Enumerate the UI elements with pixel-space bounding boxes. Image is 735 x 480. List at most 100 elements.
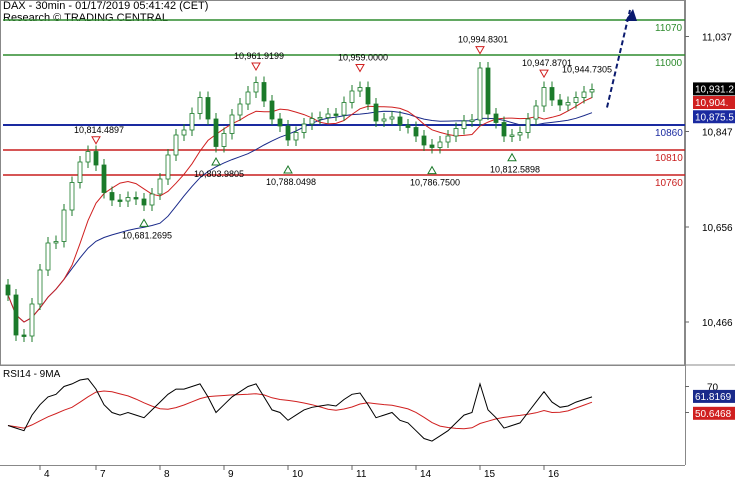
candle-body [461, 120, 467, 129]
candle-body [573, 97, 579, 103]
candle-body [245, 91, 251, 105]
swing-low-marker [507, 152, 517, 162]
candle-body [509, 134, 515, 137]
candle-body [541, 87, 547, 107]
candle-body [173, 134, 179, 156]
candle-body [533, 105, 539, 120]
time-tick-label: 7 [100, 469, 106, 480]
candle-body [405, 124, 411, 128]
candle-body [253, 82, 259, 93]
candle-body [69, 182, 75, 211]
candle-body [37, 269, 43, 305]
annotation-label: 10,788.0498 [266, 177, 316, 187]
candle-body [317, 117, 323, 120]
candle-body [269, 100, 275, 120]
candle-body [53, 241, 59, 244]
candle-body [565, 102, 571, 106]
candle-body [469, 119, 475, 122]
time-tick-label: 11 [356, 469, 367, 480]
candle-body [213, 118, 219, 147]
level-label-10760: 10760 [655, 178, 683, 189]
rsi-line [7, 378, 593, 442]
candle-body [93, 151, 99, 166]
price-tick-label: 10,847 [702, 128, 733, 139]
rsi-value-tag-bg [693, 389, 735, 403]
price-tag-bg [693, 82, 735, 96]
rsi-ma-line [7, 390, 593, 430]
price-tag-label: 10,904. [695, 98, 728, 109]
time-tick-label: 10 [292, 469, 304, 480]
candle-body [221, 133, 227, 147]
annotation-label: 10,994.8301 [458, 35, 508, 45]
swing-high-marker [91, 136, 101, 145]
candle-body [21, 334, 27, 337]
time-tick-label: 9 [228, 469, 234, 480]
annotation-label: 10,803.9805 [194, 169, 244, 179]
candle-body [389, 116, 395, 120]
level-label-10810: 10810 [655, 153, 683, 164]
candle-body [501, 122, 507, 137]
annotation-label: 10,786.7500 [410, 178, 460, 188]
candle-body [549, 87, 555, 101]
rsi-ma-tag: 50.6468 [695, 409, 732, 420]
candle-body [445, 135, 451, 143]
candle-body [365, 87, 371, 105]
candle-body [133, 197, 139, 200]
candle-body [125, 197, 131, 202]
candle-body [277, 118, 283, 127]
candle-body [397, 116, 403, 126]
candle-body [205, 97, 211, 120]
candle-body [477, 67, 483, 121]
price-tag-label: 10,875.5 [695, 112, 734, 123]
candle-body [429, 144, 435, 148]
candle-body [357, 87, 363, 92]
rsi-ma-tag-bg [693, 406, 735, 420]
candle-body [45, 242, 51, 271]
candle-body [165, 154, 171, 180]
candle-body [381, 118, 387, 122]
candle-body [517, 132, 523, 136]
rsi-tick-label: 70 [707, 383, 719, 394]
candle-body [453, 128, 459, 137]
swing-high-marker [251, 62, 261, 72]
swing-high-marker [475, 46, 485, 55]
candle-body [421, 135, 427, 146]
candle-body [109, 192, 115, 201]
annotation-label: 10,681.2695 [122, 230, 172, 240]
candle-body [485, 67, 491, 115]
candle-body [581, 91, 587, 98]
candles [5, 62, 595, 342]
candle-body [29, 303, 35, 337]
candle-body [493, 113, 499, 123]
candle-body [413, 127, 419, 137]
candle-body [5, 284, 11, 296]
level-label-11000: 11000 [655, 58, 683, 69]
candle-body [85, 151, 91, 163]
swing-low-marker [427, 165, 437, 175]
candle-body [157, 178, 163, 195]
candle-body [117, 199, 123, 202]
price-tag-bg [693, 110, 735, 124]
candle-body [101, 164, 107, 193]
candle-body [333, 113, 339, 116]
swing-low-marker [139, 218, 149, 227]
price-tick-label: 11,037 [702, 33, 732, 44]
level-label-10860: 10860 [655, 128, 683, 139]
price-tick-label: 10,466 [702, 318, 733, 329]
candle-body [141, 198, 147, 206]
candle-body [77, 161, 83, 183]
price-tick-label: 10,656 [702, 223, 733, 234]
chart-title: DAX - 30min - 01/17/2019 05:41:42 (CET) [3, 0, 209, 12]
price-tag-bg [693, 96, 735, 109]
annotation-label: 10,959.0000 [338, 53, 388, 63]
swing-low-marker [283, 164, 293, 174]
chart-subtitle: Research © TRADING CENTRAL [3, 12, 168, 24]
candle-body [373, 103, 379, 122]
price-tag-label: 10,931.2 [695, 84, 734, 95]
level-label-11070: 11070 [655, 23, 683, 34]
candle-body [189, 113, 195, 131]
annotation-label: 10,814.4897 [74, 125, 124, 135]
annotation-label: 10,812.5898 [490, 165, 540, 175]
swing-high-marker [355, 64, 365, 73]
